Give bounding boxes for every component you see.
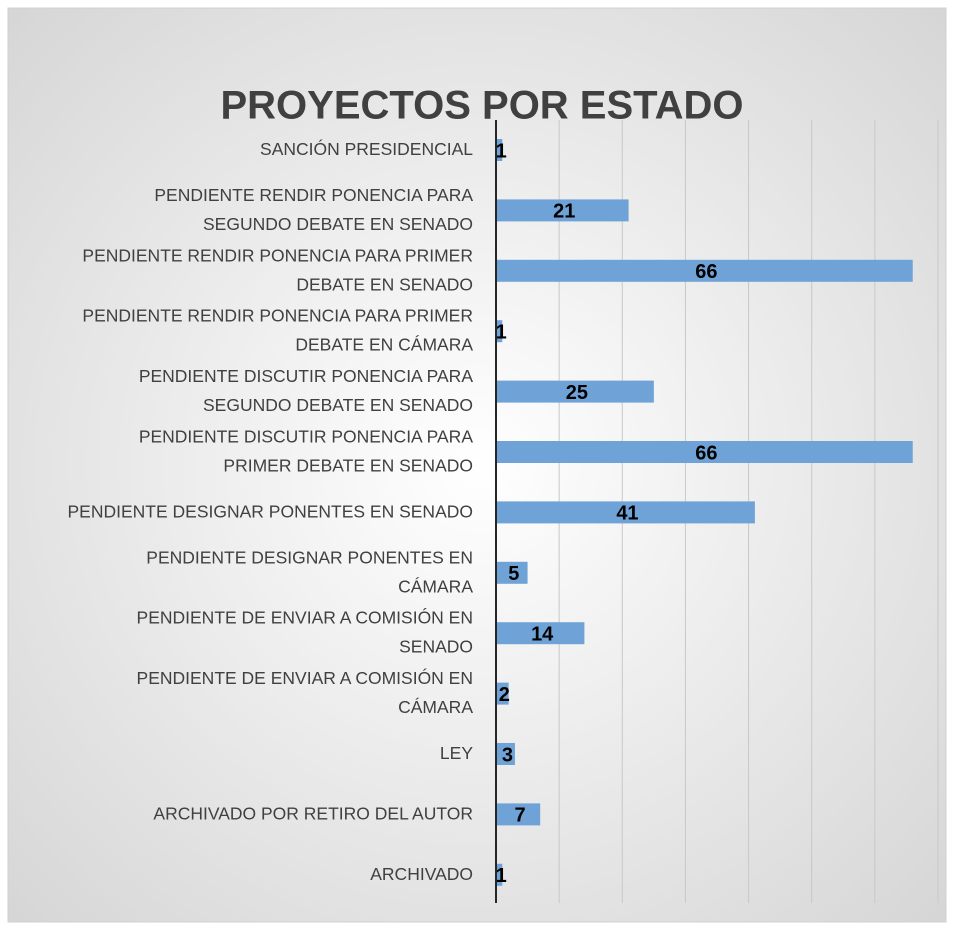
y-tick-label-line: SEGUNDO DEBATE EN SENADO [203, 395, 473, 415]
y-tick-label-line: ARCHIVADO POR RETIRO DEL AUTOR [153, 803, 473, 823]
data-label: 1 [496, 321, 507, 343]
y-tick-label-line: PENDIENTE DISCUTIR PONENCIA PARA [139, 366, 474, 386]
y-tick-label: PENDIENTE RENDIR PONENCIA PARA PRIMER DEB… [82, 305, 473, 354]
data-label: 25 [566, 382, 588, 404]
y-tick-label-line: SEGUNDO DEBATE EN SENADO [203, 214, 473, 234]
y-tick-label-line: CÁMARA [398, 697, 473, 717]
y-tick-label: SANCIÓN PRESIDENCIAL [260, 138, 473, 159]
data-label: 2 [499, 684, 510, 706]
bar [496, 259, 913, 282]
data-label: 3 [502, 744, 513, 766]
y-tick-label: PENDIENTE DISCUTIR PONENCIA PARA SEGUNDO … [139, 366, 474, 415]
y-tick-label-line: PENDIENTE DE ENVIAR A COMISIÓN EN [137, 667, 473, 688]
y-tick-label: PENDIENTE RENDIR PONENCIA PARA SEGUNDO DE… [154, 185, 473, 234]
data-label: 1 [496, 865, 507, 887]
chart-background [7, 7, 947, 923]
y-tick-label-line: PENDIENTE DESIGNAR PONENTES EN SENADO [68, 501, 474, 521]
data-label: 66 [695, 442, 717, 464]
bar [496, 441, 913, 463]
y-tick-label-line: ARCHIVADO [370, 863, 473, 883]
data-label: 14 [531, 623, 554, 645]
y-tick-label: LEY [440, 743, 473, 763]
y-tick-label-line: PRIMER DEBATE EN SENADO [223, 455, 473, 475]
y-tick-label-line: PENDIENTE RENDIR PONENCIA PARA PRIMER [82, 305, 473, 325]
y-tick-label-line: SENADO [399, 636, 473, 656]
y-tick-label-line: PENDIENTE RENDIR PONENCIA PARA [154, 185, 473, 205]
bar [496, 139, 503, 161]
bar [496, 380, 654, 403]
bar [496, 863, 503, 886]
bar [496, 199, 629, 222]
y-tick-label-line: PENDIENTE DE ENVIAR A COMISIÓN EN [137, 606, 473, 627]
data-label: 41 [616, 503, 638, 525]
y-tick-label-line: PENDIENTE DESIGNAR PONENTES EN [146, 547, 473, 567]
bar [496, 682, 509, 705]
y-tick-label-line: DEBATE EN CÁMARA [295, 334, 473, 354]
y-tick-label-line: PENDIENTE RENDIR PONENCIA PARA PRIMER [82, 245, 473, 265]
y-tick-label: ARCHIVADO POR RETIRO DEL AUTOR [153, 803, 473, 823]
y-tick-label: PENDIENTE DESIGNAR PONENTES EN SENADO [68, 501, 474, 521]
y-tick-label-line: SANCIÓN PRESIDENCIAL [260, 138, 473, 159]
bar [496, 622, 585, 645]
y-tick-label-line: DEBATE EN SENADO [296, 274, 473, 294]
y-tick-label: PENDIENTE DESIGNAR PONENTES EN CÁMARA [146, 547, 473, 596]
y-tick-label-line: LEY [440, 743, 473, 763]
data-label: 7 [515, 805, 526, 827]
y-tick-label-line: PENDIENTE DISCUTIR PONENCIA PARA [139, 426, 474, 446]
bar [496, 320, 503, 343]
data-label: 1 [496, 140, 507, 162]
chart-title: PROYECTOS POR ESTADO [220, 84, 743, 128]
y-tick-label: ARCHIVADO [370, 863, 473, 883]
bar [496, 561, 528, 584]
y-tick-label: PENDIENTE DE ENVIAR A COMISIÓN EN CÁMARA [137, 667, 474, 717]
data-label: 5 [508, 563, 519, 585]
bar [496, 803, 541, 826]
y-tick-label-line: CÁMARA [398, 576, 473, 596]
data-label: 21 [553, 201, 575, 223]
bar [496, 743, 515, 765]
bar [496, 501, 755, 524]
y-tick-label: PENDIENTE DISCUTIR PONENCIA PARA PRIMER D… [139, 426, 474, 475]
y-tick-label: PENDIENTE RENDIR PONENCIA PARA PRIMER DEB… [82, 245, 473, 294]
y-tick-label: PENDIENTE DE ENVIAR A COMISIÓN EN SENADO [137, 606, 473, 656]
data-label: 66 [695, 261, 717, 283]
